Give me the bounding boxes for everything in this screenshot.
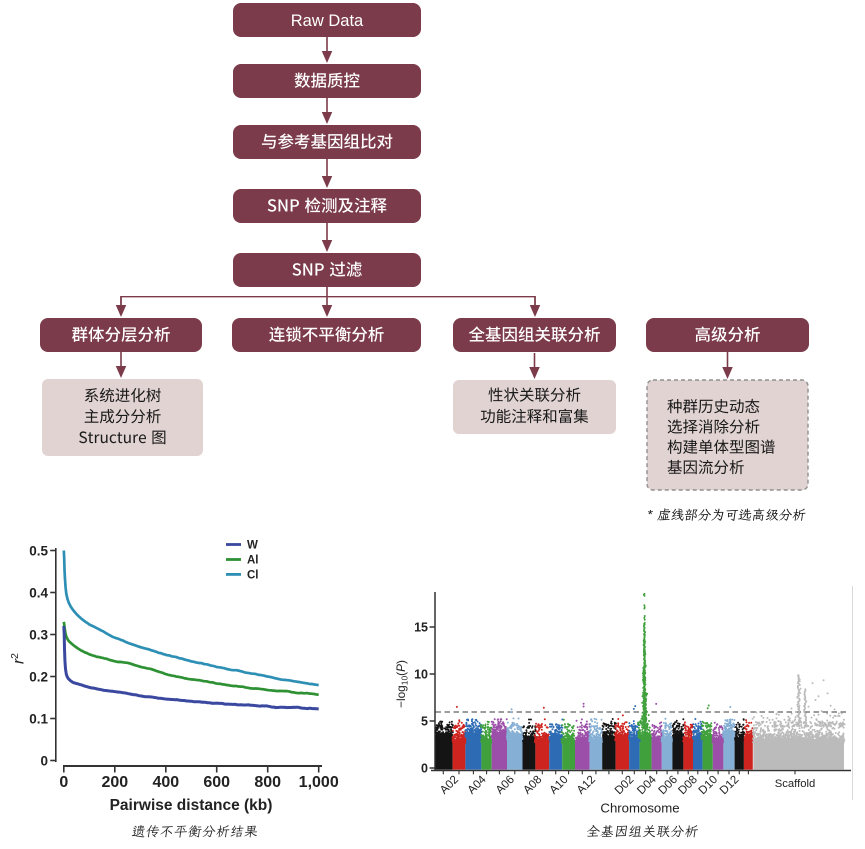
svg-text:Al: Al <box>247 555 259 567</box>
svg-text:0.3: 0.3 <box>29 627 48 642</box>
svg-text:5: 5 <box>421 715 428 729</box>
svg-text:0.2: 0.2 <box>29 669 48 684</box>
svg-text:200: 200 <box>101 774 128 791</box>
svg-text:Chromosome: Chromosome <box>600 801 679 816</box>
svg-text:Cl: Cl <box>247 569 259 581</box>
svg-text:Raw Data: Raw Data <box>291 12 364 30</box>
svg-text:0.1: 0.1 <box>29 711 48 726</box>
svg-text:400: 400 <box>152 774 179 791</box>
svg-text:−log10(P): −log10(P) <box>394 660 410 708</box>
svg-text:Scaffold: Scaffold <box>775 778 816 790</box>
svg-text:1,000: 1,000 <box>299 774 339 791</box>
svg-text:Pairwise distance (kb): Pairwise distance (kb) <box>110 797 273 814</box>
svg-text:0.4: 0.4 <box>29 585 48 600</box>
svg-text:0: 0 <box>421 762 428 776</box>
svg-text:0.5: 0.5 <box>29 543 48 558</box>
svg-text:10: 10 <box>414 668 428 682</box>
svg-text:600: 600 <box>203 774 230 791</box>
svg-text:15: 15 <box>414 621 428 635</box>
svg-text:800: 800 <box>254 774 281 791</box>
svg-text:W: W <box>247 540 258 552</box>
svg-text:0: 0 <box>40 753 48 768</box>
svg-text:0: 0 <box>59 774 68 791</box>
svg-text:r2: r2 <box>9 653 28 664</box>
